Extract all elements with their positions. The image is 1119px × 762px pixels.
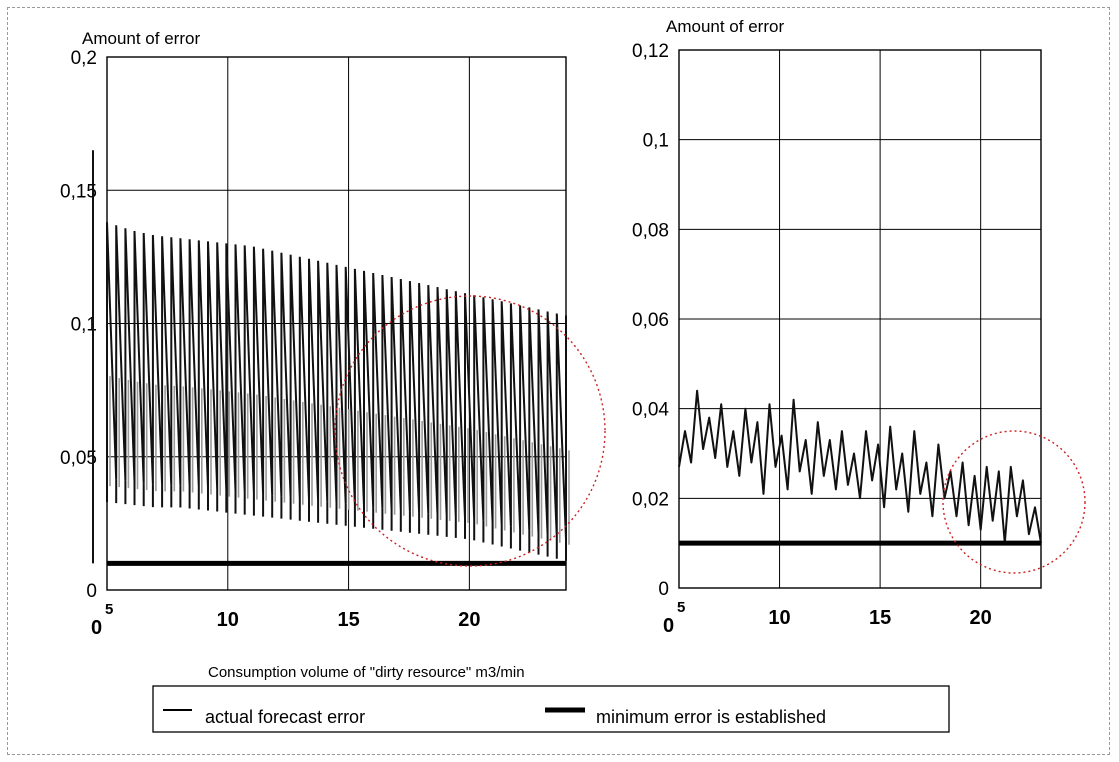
chart-left-series-actual-error [106, 222, 567, 561]
legend-label-minimum: minimum error is established [596, 707, 826, 727]
chart-right-highlight-circle [942, 430, 1086, 574]
chart-left-y-tick-label: 0,2 [71, 48, 97, 69]
legend: actual forecast error minimum error is e… [152, 685, 950, 733]
chart-right-y-tick-label: 0,08 [632, 220, 669, 241]
figure-frame [7, 7, 1110, 755]
chart-right-series-actual-error [678, 389, 1042, 545]
chart-left-y-tick-label: 0,1 [71, 315, 97, 336]
chart-left-x-tick-label: 10 [217, 609, 239, 631]
chart-left-series-actual-error-shade [109, 376, 570, 545]
chart-left: Amount of error 0 0,05 0,1 0,15 0,2 5 10 15 20 0 [60, 29, 606, 639]
chart-right-x-tick-label: 20 [970, 607, 992, 629]
chart-right-y-tick-label: 0 [658, 579, 669, 600]
chart-left-ylabel: Amount of error [82, 29, 200, 48]
chart-right-x-tick-label: 5 [677, 599, 685, 616]
chart-left-x-tick-label: 5 [105, 601, 113, 618]
legend-label-actual: actual forecast error [205, 707, 365, 727]
x-axis-label: Consumption volume of "dirty resource" m… [208, 664, 525, 681]
chart-right-y-tick-label: 0,1 [643, 131, 669, 152]
chart-right-x-tick-label: 15 [869, 607, 891, 629]
chart-right-origin-label: 0 [663, 615, 674, 637]
chart-right-y-tick-label: 0,02 [632, 489, 669, 510]
chart-left-origin-label: 0 [91, 617, 102, 639]
chart-right-y-tick-label: 0,06 [632, 310, 669, 331]
chart-right-x-tick-label: 10 [768, 607, 790, 629]
chart-left-y-tick-label: 0 [86, 581, 97, 602]
chart-right-y-tick-label: 0,12 [632, 41, 669, 62]
chart-right-ylabel: Amount of error [666, 17, 784, 36]
chart-left-y-tick-label: 0,05 [60, 448, 97, 469]
chart-right-y-tick-label: 0,04 [632, 400, 669, 421]
chart-left-y-tick-label: 0,15 [60, 181, 97, 202]
chart-left-highlight-circle [334, 295, 606, 567]
chart-right: Amount of error 0 0,02 0,04 0,06 0,08 0,1 0,12… [632, 17, 1086, 637]
chart-left-x-tick-label: 20 [458, 609, 480, 631]
chart-left-x-tick-label: 15 [337, 609, 359, 631]
